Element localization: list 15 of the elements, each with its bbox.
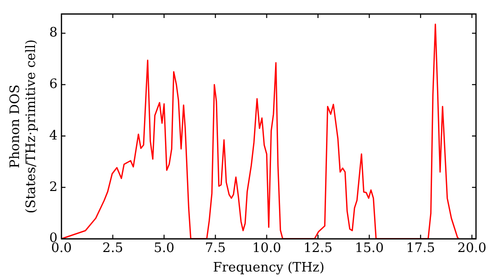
y-tick-label: 8 (49, 26, 58, 41)
y-tick-label: 4 (49, 128, 58, 144)
y-axis-title: Phonon DOS (States/THz·primitive cell) (8, 39, 39, 214)
x-tick-label: 0.0 (51, 240, 72, 256)
y-tick-label: 6 (49, 77, 58, 92)
x-axis-title: Frequency (THz) (213, 260, 324, 276)
x-tick-label: 7.5 (205, 240, 226, 256)
x-tick-label: 5.0 (154, 240, 174, 256)
y-tick-label: 2 (49, 180, 58, 195)
x-tick-label: 20.0 (457, 240, 486, 256)
x-tick-label: 15.0 (354, 240, 384, 256)
x-tick-label: 17.5 (406, 240, 436, 256)
x-tick-label: 12.5 (304, 240, 332, 256)
x-tick-label: 10.0 (252, 240, 282, 256)
x-tick-label: 2.5 (102, 240, 124, 256)
